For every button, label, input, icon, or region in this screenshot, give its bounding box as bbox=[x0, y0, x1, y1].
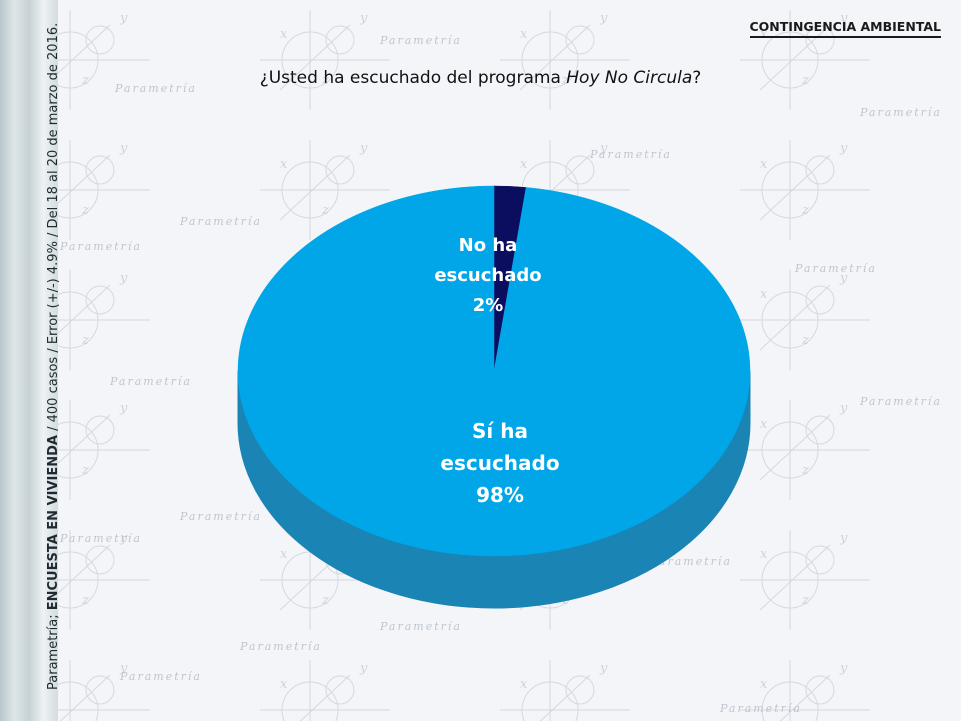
slice-label-line: Sí ha bbox=[472, 419, 528, 443]
question-suffix: ? bbox=[692, 68, 702, 88]
slice-label-line: escuchado bbox=[434, 265, 541, 286]
slice-value-label: 2% bbox=[473, 295, 504, 316]
svg-text:Parametría: Parametría bbox=[859, 395, 942, 408]
slice-label-line: No ha bbox=[459, 235, 518, 256]
pie-slice-si-ha-escuchado bbox=[237, 185, 751, 557]
question-prefix: ¿Usted ha escuchado del programa bbox=[259, 68, 567, 88]
svg-text:Parametría: Parametría bbox=[109, 375, 192, 388]
question-program: Hoy No Circula bbox=[566, 68, 693, 88]
section-title: CONTINGENCIA AMBIENTAL bbox=[749, 19, 941, 38]
data-label-si-ha-escuchado: Sí ha escuchado 98% bbox=[440, 419, 559, 507]
chart-title: ¿Usted ha escuchado del programa Hoy No … bbox=[0, 68, 961, 88]
svg-text:Parametría: Parametría bbox=[119, 670, 202, 683]
svg-text:Parametría: Parametría bbox=[379, 620, 462, 633]
slice-label-line: escuchado bbox=[440, 451, 559, 475]
svg-text:Parametría: Parametría bbox=[589, 148, 672, 161]
svg-text:Parametría: Parametría bbox=[179, 510, 262, 523]
svg-text:Parametría: Parametría bbox=[179, 215, 262, 228]
slice-value-label: 98% bbox=[476, 483, 524, 507]
decorative-left-strip bbox=[0, 0, 58, 721]
svg-text:Parametría: Parametría bbox=[379, 34, 462, 47]
svg-text:Parametría: Parametría bbox=[239, 640, 322, 653]
svg-text:Parametría: Parametría bbox=[59, 532, 142, 545]
svg-text:Parametría: Parametría bbox=[719, 702, 802, 715]
svg-text:Parametría: Parametría bbox=[859, 106, 942, 119]
data-label-no-ha-escuchado: No ha escuchado 2% bbox=[434, 235, 541, 316]
svg-text:Parametría: Parametría bbox=[114, 82, 197, 95]
svg-text:Parametría: Parametría bbox=[794, 262, 877, 275]
svg-text:Parametría: Parametría bbox=[59, 240, 142, 253]
